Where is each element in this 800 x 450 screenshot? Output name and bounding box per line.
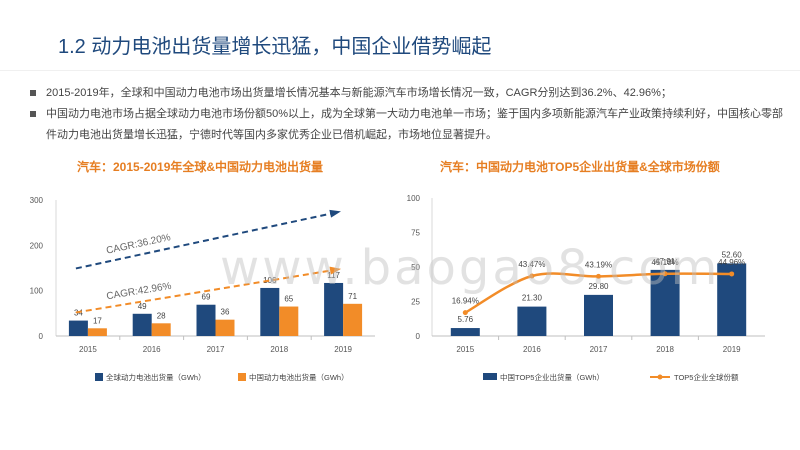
bar-data-label: 17 [93, 316, 102, 325]
global-cagr-annotation: CAGR:36.20% [105, 232, 172, 257]
watermark: www.baogao8.com [220, 240, 721, 296]
bar-data-label: 71 [348, 292, 357, 301]
bullet-square-icon [30, 111, 36, 117]
legend-label-global: 全球动力电池出货量（GWh） [106, 372, 206, 382]
chart1-global-china-shipments: 0 100 200 300 2015 34 17 2016 49 28 2017 69 36 2018 10… [30, 196, 375, 382]
bar-data-label: 49 [138, 302, 147, 311]
legend-label-bars: 中国TOP5企业出货量（GWh） [500, 372, 604, 382]
y-tick-label: 25 [411, 298, 420, 307]
share-point [529, 273, 535, 279]
bar-china [151, 323, 171, 336]
bar-top5-shipment [517, 306, 547, 336]
share-data-label: 45.10% [652, 258, 679, 267]
global-arrow-icon [329, 209, 341, 218]
bar-data-label: 29.80 [588, 282, 609, 291]
legend-label-china: 中国动力电池出货量（GWh） [249, 372, 349, 382]
bar-data-label: 65 [284, 295, 293, 304]
x-tick-label: 2019 [723, 345, 741, 354]
bar-data-label: 34 [74, 309, 83, 318]
share-point [462, 310, 468, 316]
x-tick-label: 2015 [79, 345, 97, 354]
legend-label-line: TOP5企业全球份额 [674, 372, 739, 382]
legend-swatch-bars [483, 373, 497, 380]
x-tick-label: 2018 [656, 345, 674, 354]
bar-data-label: 117 [327, 271, 340, 280]
share-point [729, 271, 735, 277]
share-data-label: 43.47% [518, 260, 545, 269]
bar-china [215, 319, 235, 336]
x-tick-label: 2017 [207, 345, 225, 354]
china-cagr-annotation: CAGR:42.96% [106, 281, 173, 303]
bar-top5-shipment [650, 269, 680, 336]
y-tick-label: 50 [411, 263, 420, 272]
chart1-title: 汽车：2015-2019年全球&中国动力电池出货量 [77, 160, 324, 174]
legend-swatch-global [95, 373, 103, 381]
share-data-label: 43.19% [585, 260, 612, 269]
share-data-label: 44.96% [718, 258, 745, 267]
bar-data-label: 52.60 [722, 250, 743, 259]
bar-china [279, 306, 299, 336]
x-tick-label: 2015 [456, 345, 474, 354]
china-trend-line [75, 268, 336, 314]
chart2-title: 汽车：中国动力电池TOP5企业出货量&全球市场份额 [440, 160, 720, 174]
bar-data-label: 28 [157, 311, 166, 320]
bar-data-label: 21.30 [522, 294, 543, 303]
y-tick-label: 200 [30, 241, 44, 250]
y-tick-label: 0 [39, 332, 44, 341]
global-trend-line [75, 211, 336, 270]
title-divider [0, 70, 800, 71]
bar-top5-shipment [584, 294, 613, 336]
y-tick-label: 100 [407, 194, 421, 203]
x-tick-label: 2016 [143, 345, 161, 354]
y-tick-label: 300 [30, 196, 44, 205]
share-point [596, 273, 601, 279]
legend-swatch-china [238, 373, 246, 381]
y-tick-label: 75 [411, 229, 420, 238]
china-arrow-icon [329, 266, 342, 275]
y-tick-label: 0 [416, 332, 421, 341]
bullet-text: 中国动力电池市场占据全球动力电池市场份额50%以上，成为全球第一大动力电池单一市… [46, 108, 784, 141]
bar-china [87, 328, 107, 336]
chart2-top5-shipments-share: 0 25 50 75 100 2015 5.76 2016 21.30 2017 29.80 2018… [407, 194, 765, 382]
bar-top5-shipment [450, 328, 480, 336]
x-tick-label: 2018 [270, 345, 288, 354]
bar-data-label: 47.91 [655, 257, 676, 266]
y-tick-label: 100 [30, 287, 44, 296]
legend-line-marker-icon [657, 374, 663, 380]
bar-data-label: 5.76 [458, 315, 474, 324]
bar-global [68, 320, 88, 336]
bullet-item: 中国动力电池市场占据全球动力电池市场份额50%以上，成为全球第一大动力电池单一市… [28, 104, 783, 146]
x-tick-label: 2016 [523, 345, 541, 354]
bullet-item: 2015-2019年，全球和中国动力电池市场出货量增长情况基本与新能源汽车市场增… [28, 83, 783, 104]
share-point [662, 271, 668, 277]
bar-china [343, 303, 363, 336]
share-data-label: 16.94% [452, 297, 479, 306]
bar-global [324, 282, 344, 336]
x-tick-label: 2017 [590, 345, 608, 354]
bullet-list: 2015-2019年，全球和中国动力电池市场出货量增长情况基本与新能源汽车市场增… [28, 83, 783, 146]
bar-global [196, 304, 216, 336]
x-tick-label: 2019 [334, 345, 352, 354]
page-title: 1.2 动力电池出货量增长迅猛，中国企业借势崛起 [58, 36, 492, 58]
bullet-square-icon [30, 90, 36, 96]
bullet-text: 2015-2019年，全球和中国动力电池市场出货量增长情况基本与新能源汽车市场增… [46, 87, 672, 99]
bar-global [132, 313, 152, 336]
bar-data-label: 69 [202, 293, 211, 302]
bar-global [260, 287, 280, 336]
bar-data-label: 36 [221, 308, 230, 317]
bar-data-label: 106 [263, 276, 277, 285]
